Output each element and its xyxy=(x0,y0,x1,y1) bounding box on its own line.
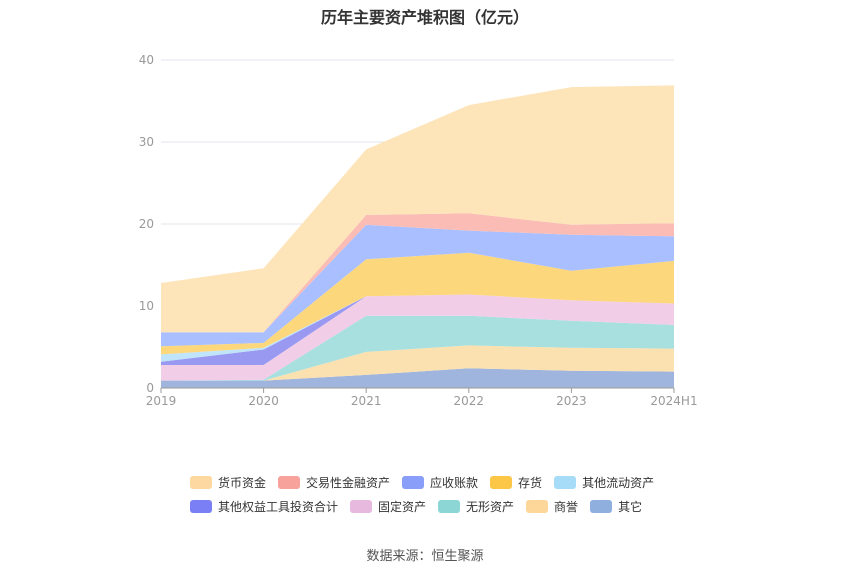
legend-label: 固定资产 xyxy=(378,499,427,514)
legend-item-cash[interactable]: 货币资金 xyxy=(190,474,266,491)
data-source-note: 数据来源：恒生聚源 xyxy=(366,549,484,564)
legend-swatch xyxy=(190,475,212,489)
legend-swatch xyxy=(490,475,513,489)
chart-title: 历年主要资产堆积图（亿元） xyxy=(320,8,529,27)
stacked-area-chart: 0 10 20 30 40 2019 2020 2021 2022 2023 2024H1 xyxy=(139,53,698,408)
legend-label: 货币资金 xyxy=(218,475,267,490)
x-tick-label: 2024H1 xyxy=(650,394,697,408)
legend-label: 交易性金融资产 xyxy=(306,475,391,490)
area-series-无形资产 xyxy=(161,315,674,381)
area-series-应收账款 xyxy=(161,224,674,347)
area-series-货币资金 xyxy=(161,85,674,333)
legend-item-intangible-assets[interactable]: 无形资产 xyxy=(438,498,514,515)
legend-label: 其它 xyxy=(618,499,643,514)
legend-item-goodwill[interactable]: 商誉 xyxy=(526,498,578,515)
area-series-固定资产 xyxy=(161,294,674,381)
legend-row-1: 货币资金 交易性金融资产 应收账款 存货 其他流动资产 xyxy=(190,470,710,494)
legend-swatch xyxy=(190,499,212,513)
y-tick-label: 0 xyxy=(146,381,154,395)
legend-item-other-equity-investments[interactable]: 其他权益工具投资合计 xyxy=(190,498,338,515)
legend-item-other[interactable]: 其它 xyxy=(590,498,642,515)
legend-item-accounts-receivable[interactable]: 应收账款 xyxy=(402,474,478,491)
legend-row-2: 其他权益工具投资合计 固定资产 无形资产 商誉 其它 xyxy=(190,494,710,518)
x-tick-label: 2019 xyxy=(146,394,177,408)
x-tick-label: 2020 xyxy=(248,394,279,408)
legend-swatch xyxy=(350,499,373,513)
chart-legend: 货币资金 交易性金融资产 应收账款 存货 其他流动资产 其他权益工具投资合计 固… xyxy=(190,470,710,518)
y-tick-label: 30 xyxy=(139,135,154,149)
legend-swatch xyxy=(402,475,425,489)
legend-swatch xyxy=(438,499,461,513)
area-series-其它 xyxy=(161,368,674,388)
legend-label: 商誉 xyxy=(554,499,579,514)
legend-item-other-current-assets[interactable]: 其他流动资产 xyxy=(554,474,654,491)
legend-label: 无形资产 xyxy=(466,499,515,514)
x-tick-label: 2022 xyxy=(454,394,485,408)
area-series-存货 xyxy=(161,252,674,355)
legend-item-trading-financial-assets[interactable]: 交易性金融资产 xyxy=(278,474,390,491)
legend-label: 其他流动资产 xyxy=(582,475,655,490)
x-tick-label: 2021 xyxy=(351,394,382,408)
area-series-其他流动资产 xyxy=(161,294,674,362)
legend-swatch xyxy=(554,475,577,489)
area-series-交易性金融资产 xyxy=(161,213,674,333)
legend-item-inventory[interactable]: 存货 xyxy=(490,474,542,491)
legend-swatch xyxy=(278,475,301,489)
y-tick-label: 10 xyxy=(139,299,154,313)
area-series-商誉 xyxy=(161,345,674,381)
x-tick-label: 2023 xyxy=(556,394,587,408)
legend-label: 应收账款 xyxy=(430,475,479,490)
legend-swatch xyxy=(526,499,549,513)
legend-label: 存货 xyxy=(518,475,543,490)
legend-item-fixed-assets[interactable]: 固定资产 xyxy=(350,498,426,515)
area-series-其他权益工具投资合计 xyxy=(161,294,674,365)
y-tick-label: 20 xyxy=(139,217,154,231)
legend-label: 其他权益工具投资合计 xyxy=(218,499,339,514)
legend-swatch xyxy=(590,499,613,513)
y-tick-label: 40 xyxy=(139,53,154,67)
